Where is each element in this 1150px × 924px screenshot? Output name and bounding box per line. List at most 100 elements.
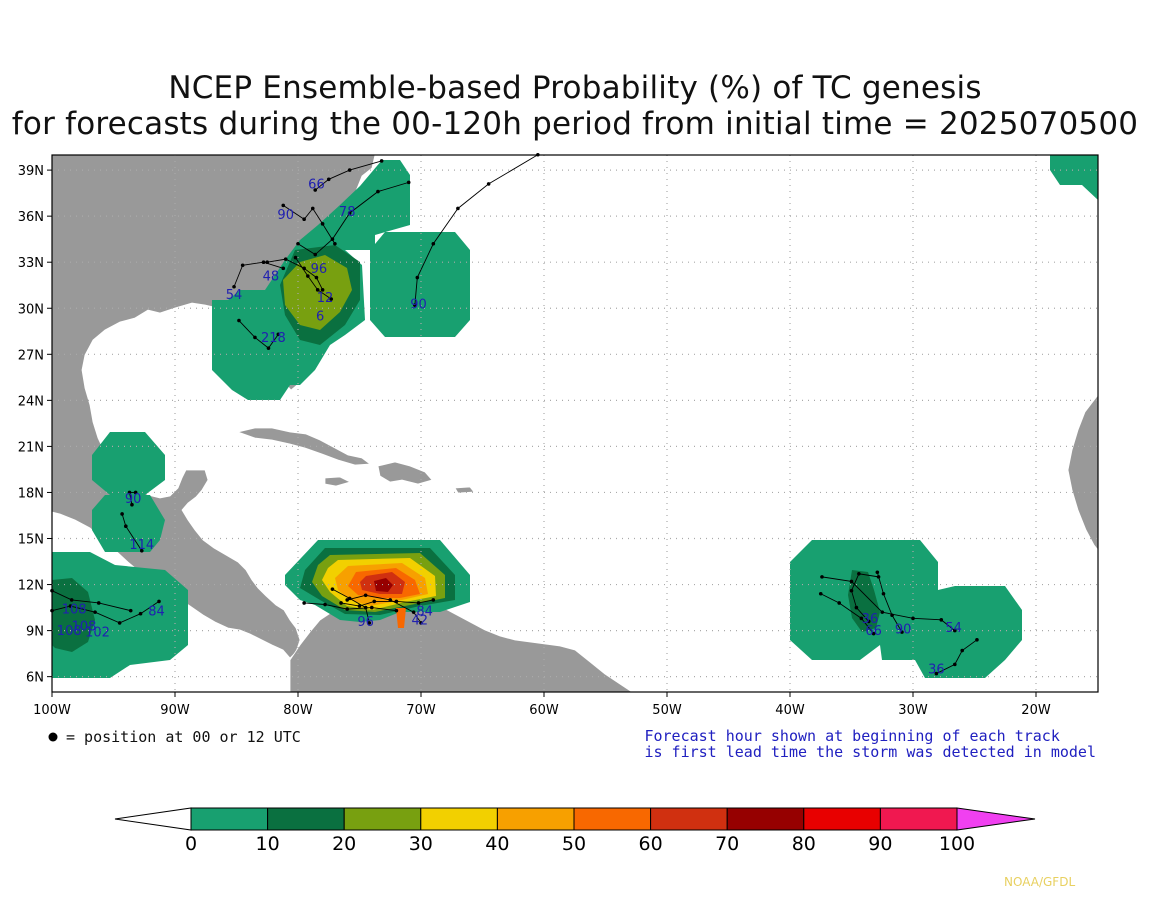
track-position-dot (934, 671, 939, 676)
forecast-hour-label: 218 (261, 331, 286, 346)
track-position-dot (363, 605, 368, 610)
lon-tick-label: 50W (652, 703, 682, 718)
track-position-dot (306, 274, 310, 278)
probability-shading (52, 160, 1022, 678)
track-position-dot (310, 206, 315, 211)
lat-tick-label: 18N (18, 486, 44, 501)
track-position-dot (128, 608, 133, 613)
lat-tick-label: 36N (18, 210, 44, 225)
track-position-dot (69, 598, 74, 602)
prob-region-central-atlantic (370, 232, 470, 337)
track-position-dot (138, 611, 143, 616)
track-position-dot (900, 630, 904, 634)
track-position-dot (854, 605, 859, 610)
lon-tick-label: 60W (529, 703, 559, 718)
map-frame (51, 154, 1099, 693)
lat-tick-label: 24N (18, 394, 44, 409)
lon-tick-label: 40W (775, 703, 805, 718)
lon-tick-label: 80W (283, 703, 313, 718)
track-position-dot (133, 490, 138, 495)
forecast-hour-label: 78 (339, 205, 356, 220)
track-position-dot (320, 288, 325, 292)
storm-track (51, 590, 131, 612)
forecast-hour-label: 42 (411, 613, 428, 628)
track-position-dot (314, 275, 319, 280)
forecast-hour-label: 90 (895, 623, 912, 638)
prob-10-e-pacific (52, 578, 95, 652)
forecast-hour-label: 54 (226, 288, 243, 303)
track-position-dot (911, 616, 915, 621)
track-position-dot (363, 593, 368, 598)
lon-tick-label: 100W (33, 703, 71, 718)
track-position-dot (320, 222, 325, 226)
track-position-dot (347, 211, 352, 215)
track-position-dot (960, 648, 964, 653)
storm-track (936, 639, 978, 674)
storm-track (238, 320, 279, 349)
track-position-dot (431, 598, 436, 602)
track-position-dot (871, 631, 876, 636)
track-position-dot (130, 502, 134, 507)
track-position-dot (345, 598, 350, 602)
track-position-dot (330, 587, 335, 591)
track-position-dot (93, 610, 97, 614)
forecast-hour-label: 96 (357, 615, 374, 630)
track-position-dot (302, 601, 306, 605)
track-position-dot (486, 182, 491, 186)
track-position-dot (283, 257, 288, 261)
lat-tick-label: 30N (18, 302, 44, 317)
storm-track (51, 601, 160, 624)
storm-track (414, 154, 539, 306)
track-position-dot (866, 619, 871, 624)
track-position-dot (120, 512, 124, 516)
lat-tick-label: 27N (18, 348, 44, 363)
lat-tick-label: 12N (18, 579, 44, 594)
track-position-dot (456, 206, 460, 211)
track-position-dot (333, 241, 337, 246)
forecast-hour-label: 108 (57, 624, 82, 639)
track-position-dot (379, 159, 384, 163)
track-position-dot (818, 591, 823, 596)
land-hispaniola (377, 461, 433, 485)
storm-track (297, 181, 409, 256)
track-position-dot (323, 602, 327, 607)
title-line-2: for forecasts during the 00-120h period … (11, 106, 1139, 142)
forecast-hour-label: 96 (311, 262, 328, 277)
forecast-hour-label: 90 (410, 297, 427, 312)
position-dot-symbol (48, 732, 58, 742)
lon-tick-label: 20W (1021, 703, 1051, 718)
track-position-dot (127, 490, 132, 495)
storm-track (332, 588, 370, 624)
track-position-dot (339, 601, 343, 605)
track-position-dot (266, 346, 271, 350)
track-position-dot (370, 605, 374, 610)
note-line-1: Forecast hour shown at beginning of each… (644, 727, 1060, 745)
track-position-dot (849, 588, 854, 593)
track-position-dot (313, 188, 318, 192)
track-position-dot (157, 599, 161, 604)
prob-70-caribbean (374, 578, 393, 592)
forecast-hour-label: 90 (125, 492, 142, 507)
forecast-hour-label: 84 (148, 604, 165, 619)
land-jamaica (324, 476, 352, 487)
forecast-hour-label: 114 (129, 538, 154, 553)
storm-track (340, 599, 434, 607)
prob-region-ne-corner (1050, 155, 1098, 200)
storm-track (233, 261, 284, 287)
track-position-dot (849, 579, 854, 584)
forecast-hour-label: 102 (85, 626, 110, 641)
track-position-dot (345, 607, 350, 611)
track-position-dot (139, 548, 144, 553)
track-position-dot (330, 237, 335, 241)
prob-region-e-pacific (52, 552, 188, 678)
storm-track (821, 576, 956, 631)
lat-tick-label: 21N (18, 440, 44, 455)
storm-track (876, 572, 903, 633)
chart-title: NCEP Ensemble-based Probability (%) of T… (0, 70, 1150, 142)
track-position-dot (415, 275, 420, 280)
storm-track (820, 593, 874, 634)
lon-tick-label: 70W (406, 703, 436, 718)
track-position-dot (953, 628, 957, 633)
track-position-dot (124, 524, 128, 529)
track-position-dot (329, 297, 334, 301)
